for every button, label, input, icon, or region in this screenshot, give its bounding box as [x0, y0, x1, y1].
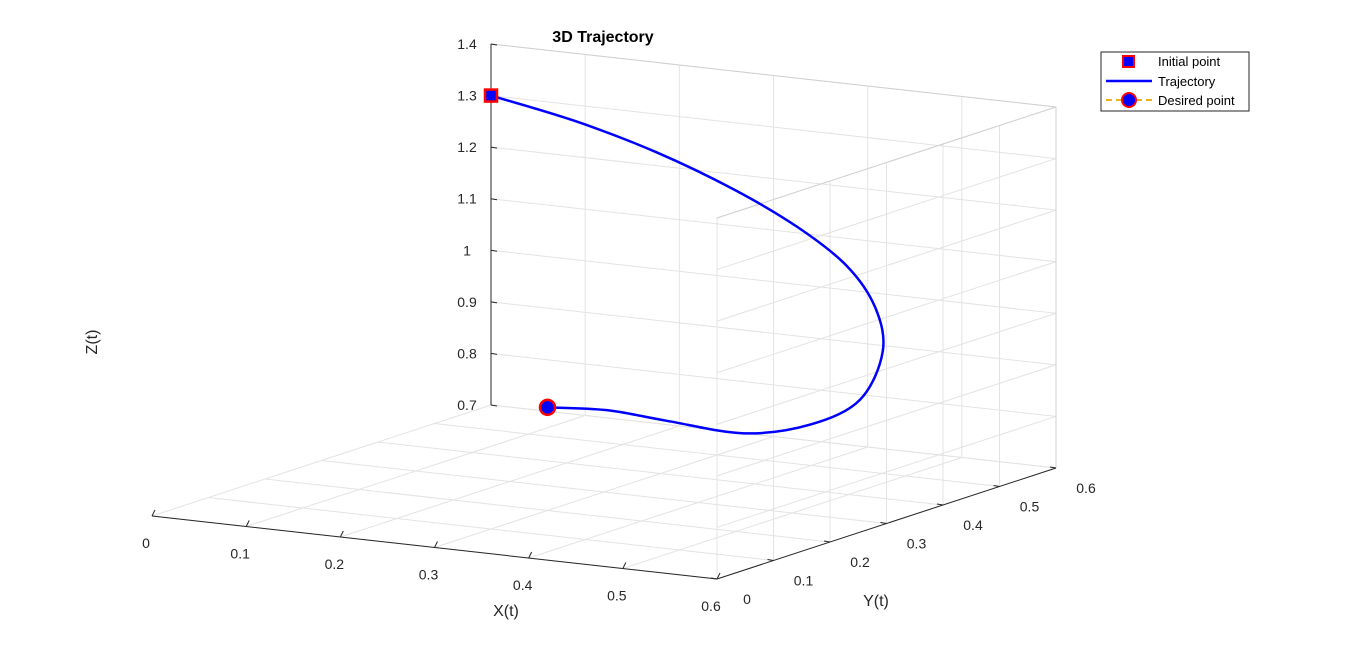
- y-tick: [823, 540, 831, 543]
- box-edge: [490, 43, 1057, 108]
- z-tick: [490, 146, 498, 149]
- x-tick-label: 0.4: [513, 577, 533, 593]
- back-wall-grid-line: [716, 415, 1057, 528]
- z-tick-label: 1: [463, 242, 471, 258]
- z-tick: [490, 198, 498, 201]
- legend-initial-point-label: Initial point: [1158, 54, 1221, 69]
- legend: Initial point Trajectory Desired point: [1100, 51, 1250, 112]
- side-wall-grid-line: [490, 301, 1057, 366]
- y-tick: [936, 503, 944, 506]
- side-wall-grid-line: [490, 198, 1057, 263]
- z-tick-label: 1.1: [457, 191, 477, 207]
- x-tick: [434, 541, 438, 548]
- x-tick: [528, 551, 533, 559]
- x-tick-label: 0.2: [325, 556, 345, 572]
- z-tick: [490, 43, 498, 46]
- x-tick-label: 0.6: [701, 598, 721, 614]
- side-wall-grid-line: [490, 352, 1057, 417]
- y-tick: [710, 577, 718, 580]
- z-axis-label: Z(t): [84, 330, 101, 355]
- floor-grid-line: [377, 441, 944, 506]
- y-tick: [993, 485, 1000, 487]
- y-axis-label: Y(t): [863, 593, 889, 610]
- legend-initial-point-marker: [1122, 55, 1135, 68]
- x-tick-label: 0.5: [607, 588, 627, 604]
- z-tick-label: 1.4: [457, 36, 477, 52]
- x-tick: [151, 509, 156, 517]
- floor-grid-line: [264, 478, 831, 543]
- x-tick-label: 0.1: [230, 546, 250, 562]
- x-tick: [716, 572, 721, 580]
- y-tick-label: 0.5: [1020, 499, 1040, 515]
- z-tick-label: 0.7: [457, 397, 477, 413]
- y-tick-label: 0.2: [850, 554, 870, 570]
- y-tick-label: 0: [743, 591, 751, 607]
- y-tick-label: 0.4: [963, 517, 983, 533]
- side-wall-grid-line: [490, 95, 1057, 160]
- y-tick: [880, 522, 887, 524]
- x-tick: [339, 530, 344, 538]
- side-wall-grid-line: [490, 146, 1057, 211]
- x-tick: [245, 520, 250, 527]
- box-edge: [716, 106, 1057, 219]
- data-layer: [483, 88, 885, 435]
- z-tick: [490, 404, 498, 407]
- chart-title: 3D Trajectory: [552, 29, 653, 46]
- z-tick: [490, 301, 498, 304]
- grid-layer: [151, 43, 1057, 580]
- ticks-layer: 0 0.1 0.2 0.3 0.4 0.5 0.6 0 0.1 0.2 0.3 0.4 0.5 0.6 0.…: [142, 36, 1096, 614]
- z-tick-label: 0.8: [457, 345, 477, 361]
- z-tick: [490, 352, 498, 355]
- z-tick-label: 1.2: [457, 139, 477, 155]
- y-tick: [767, 559, 774, 561]
- legend-trajectory-label: Trajectory: [1158, 74, 1216, 89]
- y-tick-label: 0.6: [1076, 480, 1096, 496]
- floor-grid-line: [208, 497, 774, 561]
- y-tick: [1049, 466, 1057, 469]
- floor-grid-line: [321, 460, 887, 524]
- legend-desired-point-marker: [1121, 92, 1137, 108]
- x-tick-label: 0.3: [419, 567, 439, 583]
- y-tick-label: 0.1: [794, 573, 814, 589]
- z-tick-label: 0.9: [457, 294, 477, 310]
- axes-layer: [151, 43, 1057, 580]
- desired-point-marker: [538, 398, 557, 417]
- x-tick-label: 0: [142, 535, 150, 551]
- y-tick-label: 0.3: [907, 536, 927, 552]
- z-tick: [490, 249, 498, 252]
- side-wall-grid-line: [490, 404, 1057, 469]
- x-tick: [622, 562, 627, 569]
- side-wall-grid-line: [490, 249, 1057, 314]
- trajectory-line: [490, 94, 885, 435]
- x-axis-label: X(t): [493, 603, 519, 620]
- back-wall-grid-line: [716, 364, 1057, 477]
- legend-desired-point-label: Desired point: [1158, 93, 1235, 108]
- initial-point-marker: [483, 88, 499, 103]
- z-tick-label: 1.3: [457, 88, 477, 104]
